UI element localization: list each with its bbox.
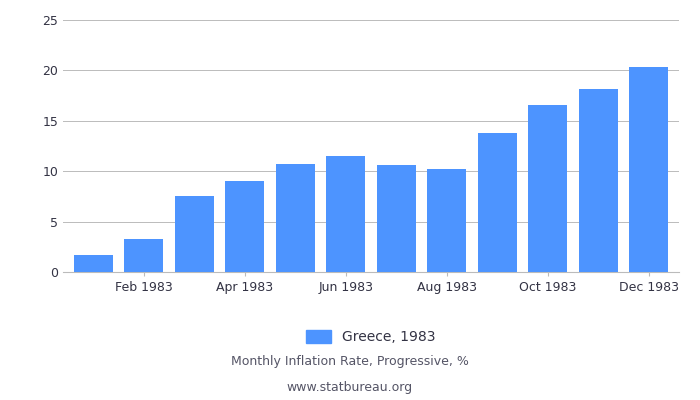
Legend: Greece, 1983: Greece, 1983: [300, 324, 442, 350]
Bar: [528, 105, 568, 272]
Bar: [427, 169, 466, 272]
Bar: [629, 67, 668, 272]
Bar: [276, 164, 315, 272]
Bar: [124, 239, 164, 272]
Bar: [578, 88, 618, 272]
Bar: [377, 165, 416, 272]
Bar: [74, 255, 113, 272]
Bar: [477, 133, 517, 272]
Bar: [326, 156, 365, 272]
Text: www.statbureau.org: www.statbureau.org: [287, 382, 413, 394]
Bar: [225, 181, 265, 272]
Text: Monthly Inflation Rate, Progressive, %: Monthly Inflation Rate, Progressive, %: [231, 356, 469, 368]
Bar: [174, 196, 214, 272]
